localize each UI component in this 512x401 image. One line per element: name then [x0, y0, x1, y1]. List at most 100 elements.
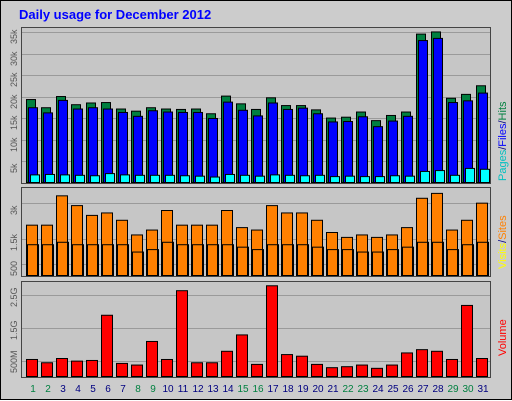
hits-files-bar-day-16: [253, 115, 263, 183]
visits-visits-bar-day-7: [117, 244, 129, 277]
hits-pages-bar-day-1: [30, 174, 40, 183]
hits-files-bar-day-3: [58, 99, 68, 183]
day-label-4: 4: [75, 384, 81, 395]
visits-visits-bar-day-6: [102, 244, 114, 277]
volume-volume-bar-day-17: [266, 285, 278, 377]
hits-pages-bar-day-28: [435, 170, 445, 183]
day-label-7: 7: [120, 384, 126, 395]
day-label-25: 25: [387, 384, 399, 395]
day-label-11: 11: [177, 384, 189, 395]
hits-files-bar-day-21: [328, 121, 338, 183]
hits-pages-bar-day-25: [390, 175, 400, 183]
series-label-part: Files: [497, 123, 509, 147]
hits-pages-bar-day-26: [405, 175, 415, 184]
volume-volume-bar-day-31: [476, 358, 488, 377]
visits-visits-bar-day-10: [162, 241, 174, 276]
hits-pages-bar-day-31: [480, 168, 490, 184]
volume-volume-bar-day-23: [356, 364, 368, 378]
hits-pages-bar-day-24: [375, 176, 385, 184]
hits-pages-bar-day-10: [165, 174, 175, 183]
visits-visits-bar-day-2: [42, 244, 54, 277]
volume-volume-bar-day-24: [371, 367, 383, 377]
visits-series-label: Visits/Sites: [497, 215, 509, 269]
hits-pages-bar-day-6: [105, 173, 115, 184]
hits-pages-bar-day-18: [285, 174, 295, 183]
volume-volume-bar-day-20: [311, 363, 323, 377]
volume-volume-bar-day-25: [386, 364, 398, 378]
hits-pages-bar-day-12: [195, 175, 205, 184]
hits-files-bar-day-27: [418, 40, 428, 183]
chart-title: Daily usage for December 2012: [19, 7, 212, 22]
volume-volume-bar-day-19: [296, 355, 308, 378]
day-label-28: 28: [432, 384, 444, 395]
visits-visits-bar-day-31: [477, 241, 489, 276]
day-label-9: 9: [150, 384, 156, 395]
visits-visits-bar-day-24: [372, 251, 384, 277]
day-label-23: 23: [357, 384, 369, 395]
hits-pages-bar-day-27: [420, 170, 430, 183]
hits-ytick-label: 20k: [9, 94, 19, 109]
hits-files-bar-day-19: [298, 107, 308, 183]
visits-visits-bar-day-27: [417, 241, 429, 276]
hits-pages-bar-day-11: [180, 175, 190, 183]
volume-volume-bar-day-29: [446, 358, 458, 377]
hits-pages-bar-day-20: [315, 174, 325, 183]
day-label-21: 21: [327, 384, 339, 395]
hits-files-bar-day-2: [43, 112, 53, 183]
day-label-14: 14: [222, 384, 234, 395]
hits-pages-bar-day-8: [135, 174, 145, 183]
hits-files-bar-day-1: [28, 107, 38, 183]
visits-visits-bar-day-18: [282, 244, 294, 277]
hits-files-bar-day-15: [238, 109, 248, 183]
volume-volume-bar-day-6: [101, 314, 113, 377]
volume-ytick-label: 1.5G: [9, 320, 19, 340]
volume-volume-bar-day-18: [281, 354, 293, 378]
hits-files-bar-day-25: [388, 120, 398, 183]
hits-ytick-label: 35k: [9, 29, 19, 45]
volume-volume-bar-day-15: [236, 334, 248, 377]
day-label-12: 12: [192, 384, 204, 395]
visits-visits-bar-day-19: [297, 244, 309, 277]
hits-files-bar-day-29: [448, 102, 458, 183]
hits-files-bar-day-9: [148, 110, 158, 183]
visits-visits-bar-day-20: [312, 246, 324, 277]
hits-files-bar-day-5: [88, 107, 98, 183]
volume-volume-bar-day-27: [416, 349, 428, 378]
series-label-part: Volume: [497, 319, 509, 356]
volume-volume-bar-day-11: [176, 290, 188, 378]
day-label-30: 30: [462, 384, 474, 395]
hits-pages-bar-day-2: [45, 173, 55, 183]
hits-files-bar-day-13: [208, 117, 218, 183]
hits-pages-bar-day-4: [75, 174, 85, 183]
hits-ytick-label: 30k: [9, 51, 19, 66]
volume-volume-bar-day-5: [86, 359, 98, 377]
hits-pages-bar-day-15: [240, 174, 250, 183]
day-label-24: 24: [372, 384, 384, 395]
volume-series-label: Volume: [497, 319, 509, 356]
series-label-part: /: [497, 146, 509, 150]
hits-pages-bar-day-7: [120, 174, 130, 183]
day-label-3: 3: [60, 384, 66, 395]
visits-visits-bar-day-11: [177, 244, 189, 277]
visits-visits-bar-day-16: [252, 249, 264, 277]
visits-visits-bar-day-28: [432, 241, 444, 276]
visits-ytick-label: 500: [9, 260, 19, 276]
hits-files-bar-day-6: [103, 108, 113, 183]
day-label-2: 2: [45, 384, 51, 395]
hits-pages-bar-day-13: [210, 176, 220, 184]
hits-files-bar-day-23: [358, 116, 368, 183]
volume-volume-bar-day-30: [461, 304, 473, 377]
hits-ytick-label: 5k: [9, 163, 19, 174]
hits-ytick-label: 15k: [9, 115, 19, 131]
day-label-22: 22: [342, 384, 354, 395]
volume-volume-bar-day-1: [26, 358, 38, 377]
visits-visits-bar-day-13: [207, 244, 219, 277]
series-label-part: Visits: [497, 242, 509, 269]
day-label-26: 26: [402, 384, 414, 395]
visits-visits-bar-day-4: [72, 244, 84, 277]
day-label-15: 15: [237, 384, 249, 395]
day-label-16: 16: [252, 384, 264, 395]
visits-visits-bar-day-23: [357, 251, 369, 277]
